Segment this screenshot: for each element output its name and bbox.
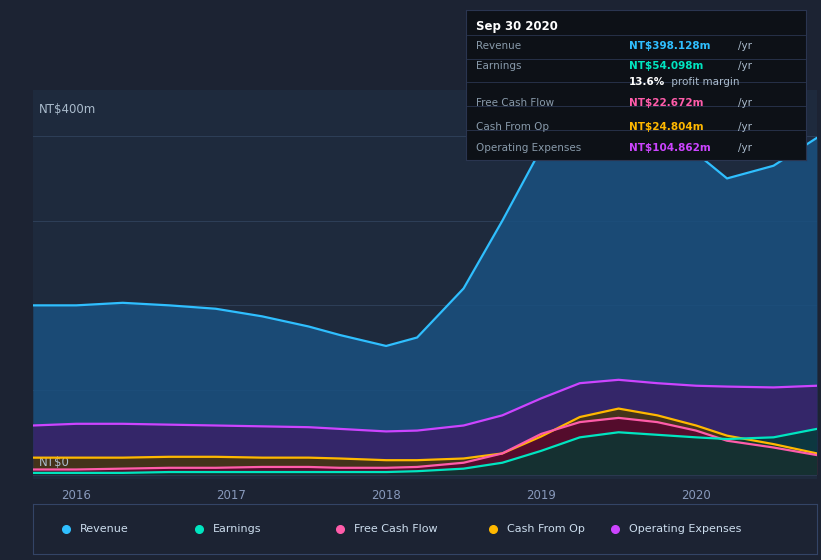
Text: Free Cash Flow: Free Cash Flow (475, 99, 554, 108)
Text: NT$104.862m: NT$104.862m (629, 143, 711, 153)
Text: /yr: /yr (738, 143, 752, 153)
Text: Operating Expenses: Operating Expenses (629, 524, 741, 534)
Text: Cash From Op: Cash From Op (507, 524, 585, 534)
Text: Revenue: Revenue (475, 41, 521, 52)
Text: /yr: /yr (738, 99, 752, 108)
Text: Revenue: Revenue (80, 524, 129, 534)
Text: Earnings: Earnings (475, 61, 521, 71)
Text: /yr: /yr (738, 41, 752, 52)
Text: NT$400m: NT$400m (39, 103, 96, 116)
Text: NT$22.672m: NT$22.672m (629, 99, 704, 108)
Text: Cash From Op: Cash From Op (475, 122, 548, 132)
Text: /yr: /yr (738, 122, 752, 132)
Text: profit margin: profit margin (668, 77, 740, 87)
Text: NT$54.098m: NT$54.098m (629, 61, 704, 71)
Text: NT$0: NT$0 (39, 456, 70, 469)
Text: NT$24.804m: NT$24.804m (629, 122, 704, 132)
Text: NT$398.128m: NT$398.128m (629, 41, 710, 52)
Text: 13.6%: 13.6% (629, 77, 665, 87)
Text: /yr: /yr (738, 61, 752, 71)
Text: Earnings: Earnings (213, 524, 262, 534)
Text: Operating Expenses: Operating Expenses (475, 143, 581, 153)
Text: Sep 30 2020: Sep 30 2020 (475, 20, 557, 33)
Text: Free Cash Flow: Free Cash Flow (355, 524, 438, 534)
